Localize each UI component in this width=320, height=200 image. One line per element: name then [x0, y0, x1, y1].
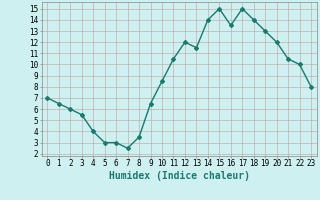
X-axis label: Humidex (Indice chaleur): Humidex (Indice chaleur): [109, 171, 250, 181]
